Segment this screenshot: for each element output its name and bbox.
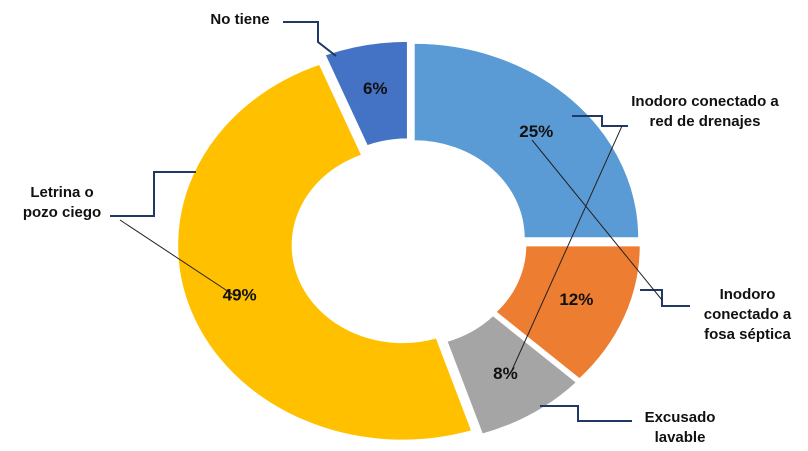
connector-line [511,125,623,371]
slices [176,40,642,442]
slice [176,63,473,442]
connector-line [119,219,236,297]
category-label: Excusado lavable [644,409,716,446]
slice [494,244,642,381]
value-label: 6% [363,79,388,98]
value-label: 25% [519,122,553,141]
connector-lines [119,125,663,371]
category-label: Letrina o pozo ciego [22,184,102,221]
slice [445,314,578,436]
category-label: Inodoro conectado a red de drenajes [631,93,779,130]
category-label: No tiene [210,11,270,28]
leader-line [640,289,690,307]
leader-line [283,21,337,57]
value-labels: 25% 12% 8% 49% 6% [223,79,594,383]
value-label: 12% [559,290,593,309]
leader-line [110,171,196,217]
connector-line [531,139,663,301]
slice [413,42,640,239]
slice [323,40,409,147]
category-label: Inodoro conectado a fosa séptica [703,286,792,343]
leader-line [540,405,632,422]
value-label: 8% [493,364,518,383]
leader-line [572,115,628,127]
leader-lines [110,21,690,422]
value-label: 49% [223,285,257,304]
